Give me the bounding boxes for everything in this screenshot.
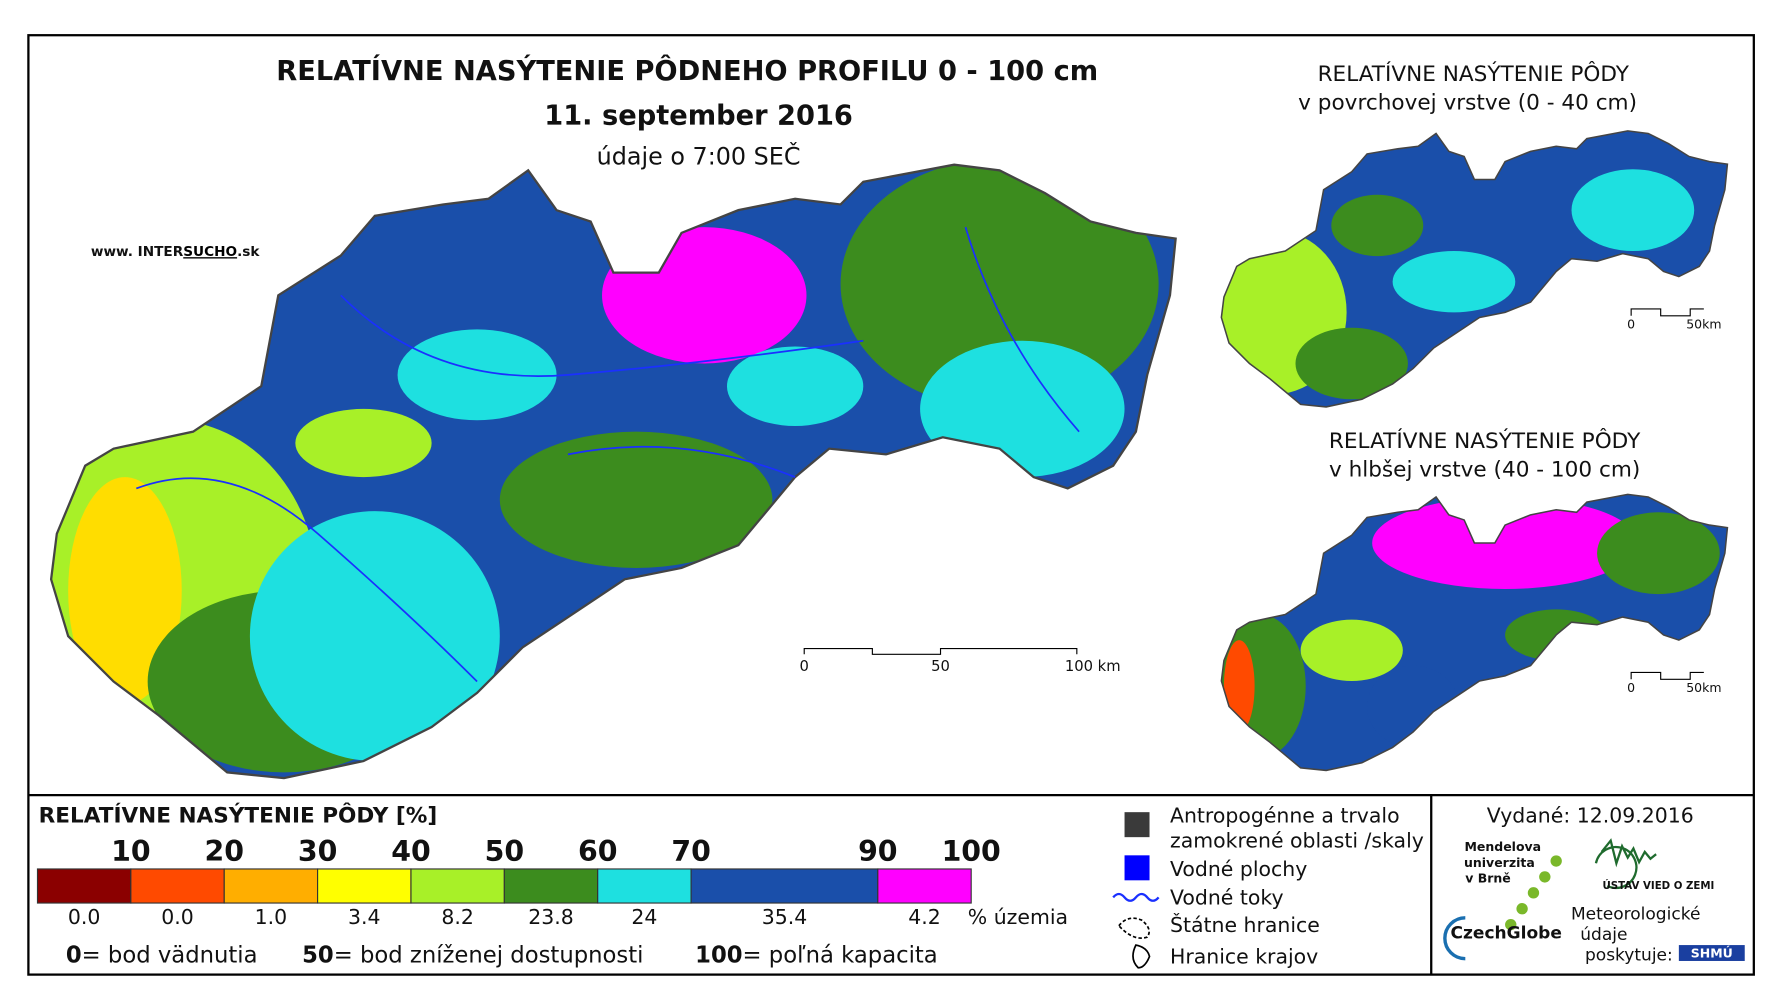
inset-subtitle: v povrchovej vrstve (0 - 40 cm) bbox=[1298, 90, 1637, 115]
legend-bound: 10 bbox=[111, 835, 150, 868]
scale-bar bbox=[1630, 308, 1704, 317]
legend-swatch bbox=[36, 868, 132, 904]
note-value: 100 bbox=[695, 942, 742, 968]
website: www. INTERSUCHO.sk bbox=[91, 244, 261, 260]
scale-bar bbox=[1630, 671, 1704, 680]
legend-share: 1.0 bbox=[255, 905, 288, 929]
note-value: 0 bbox=[66, 942, 82, 968]
scale-label: 0 bbox=[1627, 680, 1635, 695]
legend: 10 0.0 20 0.0 30 1.0 40 3.4 50 8.2 60 23.8 70 24 90 35.… bbox=[36, 835, 1001, 929]
symbol-label: Štátne hranice bbox=[1170, 912, 1320, 937]
legend-bound: 50 bbox=[485, 835, 525, 868]
legend-share: 0.0 bbox=[161, 905, 194, 929]
legend-note: 0= bod vädnutia bbox=[66, 942, 258, 968]
shmu-note: poskytuje: bbox=[1585, 945, 1673, 965]
scale-label: 50km bbox=[1686, 316, 1721, 331]
logo-czechglobe: CzechGlobe bbox=[1451, 924, 1562, 944]
note-text: = bod zníženej dostupnosti bbox=[334, 942, 644, 968]
legend-notes: 0= bod vädnutia 50= bod zníženej dostupno… bbox=[66, 942, 938, 968]
legend-share: 3.4 bbox=[348, 905, 381, 929]
legend-bound: 90 bbox=[858, 835, 898, 868]
legend-bound: 20 bbox=[204, 835, 244, 868]
share-unit: % územia bbox=[968, 905, 1068, 929]
symbol-label: zamokrené oblasti /skaly bbox=[1170, 829, 1424, 853]
logo-text: Mendelova bbox=[1464, 839, 1541, 854]
legend-note: 100= poľná kapacita bbox=[695, 942, 938, 968]
legend-swatch bbox=[223, 868, 319, 904]
legend-bound: 70 bbox=[671, 835, 711, 868]
logo-shmu: SHMÚ bbox=[1691, 946, 1733, 961]
scale-label: 100 km bbox=[1065, 658, 1121, 675]
scale-label: 50km bbox=[1686, 680, 1721, 695]
symbol-label: Vodné plochy bbox=[1170, 857, 1307, 881]
shmu-note: Meteorologické bbox=[1571, 904, 1700, 924]
logo-text: v Brně bbox=[1465, 871, 1511, 886]
symbol-rivers bbox=[1112, 892, 1160, 902]
logo-uvz-graph bbox=[1594, 838, 1657, 890]
legend-swatch bbox=[503, 868, 599, 904]
shmu-note: údaje bbox=[1580, 925, 1627, 945]
scale-bar bbox=[803, 648, 1078, 655]
time-note: údaje o 7:00 SEČ bbox=[597, 142, 801, 170]
legend-bound: 60 bbox=[578, 835, 618, 868]
legend-title: RELATÍVNE NASÝTENIE PÔDY [%] bbox=[39, 803, 438, 829]
legend-share: 8.2 bbox=[441, 905, 474, 929]
scale-label: 0 bbox=[800, 658, 809, 675]
legend-share: 23.8 bbox=[528, 905, 574, 929]
legend-swatch bbox=[317, 868, 412, 904]
logo-dots bbox=[1505, 855, 1562, 931]
legend-share: 4.2 bbox=[908, 905, 941, 929]
symbol-water bbox=[1124, 855, 1150, 881]
logo-shmu-box bbox=[1678, 945, 1745, 961]
title: RELATÍVNE NASÝTENIE PÔDNEHO PROFILU 0 - … bbox=[276, 55, 1098, 87]
main-map bbox=[49, 163, 1177, 780]
date: 11. september 2016 bbox=[544, 100, 853, 131]
inset-title: RELATÍVNE NASÝTENIE PÔDY bbox=[1318, 61, 1630, 87]
legend-share: 0.0 bbox=[68, 905, 101, 929]
logo-arc bbox=[1443, 916, 1466, 961]
logo-text: univerzita bbox=[1464, 855, 1535, 870]
inset-title: RELATÍVNE NASÝTENIE PÔDY bbox=[1329, 428, 1641, 454]
legend-swatch bbox=[690, 868, 879, 904]
legend-bound: 100 bbox=[942, 835, 1001, 868]
note-text: = poľná kapacita bbox=[743, 942, 938, 968]
legend-share: 35.4 bbox=[762, 905, 808, 929]
symbol-border bbox=[1117, 917, 1150, 939]
legend-swatch bbox=[130, 868, 225, 904]
note-text: = bod vädnutia bbox=[82, 942, 258, 968]
symbol-region bbox=[1132, 944, 1151, 969]
symbol-anthropogenic bbox=[1124, 812, 1150, 838]
note-value: 50 bbox=[302, 942, 334, 968]
scale-label: 50 bbox=[931, 658, 950, 675]
inset-subtitle: v hlbšej vrstve (40 - 100 cm) bbox=[1329, 457, 1640, 482]
legend-swatch bbox=[410, 868, 505, 904]
legend-swatch bbox=[877, 868, 972, 904]
legend-swatch bbox=[597, 868, 692, 904]
legend-bound: 40 bbox=[391, 835, 431, 868]
symbol-label: Antropogénne a trvalo bbox=[1170, 804, 1400, 828]
legend-share: 24 bbox=[631, 905, 657, 929]
symbol-label: Hranice krajov bbox=[1170, 945, 1318, 969]
legend-note: 50= bod zníženej dostupnosti bbox=[302, 942, 643, 968]
logo-uvz: ÚSTAV VIED O ZEMI bbox=[1602, 879, 1714, 892]
legend-bound: 30 bbox=[298, 835, 338, 868]
scale-label: 0 bbox=[1627, 316, 1635, 331]
symbol-label: Vodné toky bbox=[1170, 885, 1284, 909]
issued: Vydané: 12.09.2016 bbox=[1487, 804, 1694, 828]
